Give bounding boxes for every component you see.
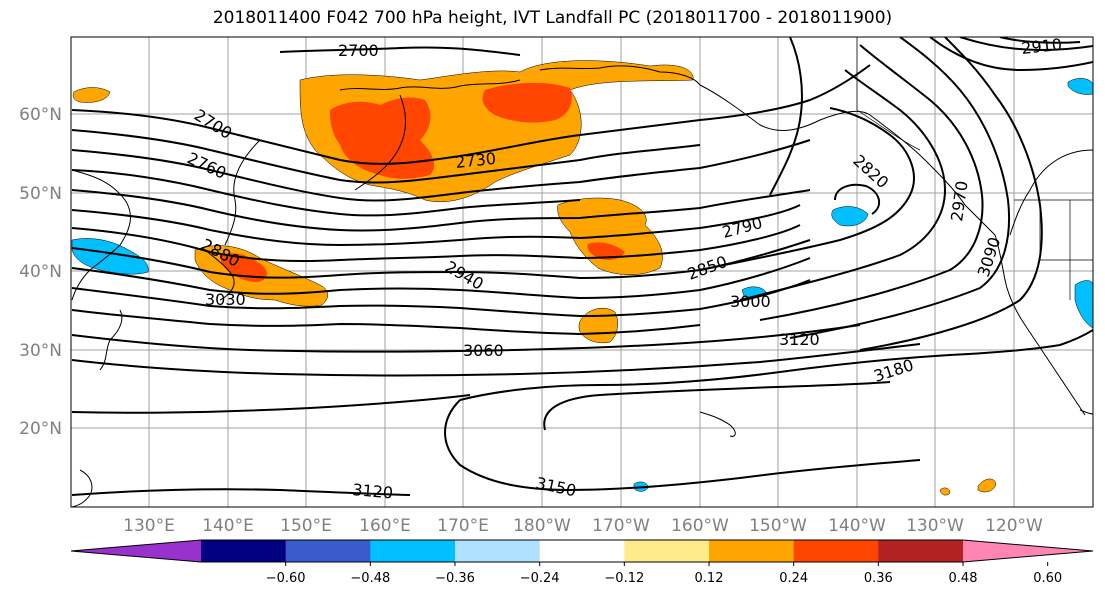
ivt-positive-south bbox=[578, 307, 618, 344]
colorbar-bin bbox=[285, 540, 371, 562]
colorbar-bin bbox=[624, 540, 710, 562]
contour-label: 2910 bbox=[1020, 35, 1062, 58]
contour-label: 3150 bbox=[534, 473, 578, 500]
colorbar-tick-label: 0.60 bbox=[1033, 571, 1062, 586]
lon-label: 170°E bbox=[437, 516, 489, 536]
map-frame bbox=[70, 36, 1094, 508]
colorbar-tick-label: −0.12 bbox=[604, 571, 644, 586]
contour-label: 3060 bbox=[463, 341, 504, 360]
latitude-labels: 60°N 50°N 40°N 30°N 20°N bbox=[19, 105, 62, 439]
colorbar-bin bbox=[709, 540, 795, 562]
ivt-negative-east bbox=[1074, 280, 1093, 329]
ivt-positive-nw-blob bbox=[72, 87, 111, 103]
colorbar-bin bbox=[793, 540, 879, 562]
contour-labels: 2700 2700 2760 2730 2880 3030 2940 2790 … bbox=[184, 35, 1063, 503]
contour-label: 2820 bbox=[849, 151, 892, 192]
colorbar-tick-label: 0.12 bbox=[695, 571, 724, 586]
lon-label: 160°E bbox=[359, 516, 411, 536]
colorbar-bin bbox=[370, 540, 456, 562]
lat-label: 60°N bbox=[19, 105, 62, 125]
ivt-negative-ne bbox=[1067, 78, 1093, 95]
colorbar: −0.60 −0.48 −0.36 −0.24 −0.12 0.12 0.24 0.36 0.4… bbox=[70, 539, 1094, 586]
lon-label: 150°E bbox=[280, 516, 332, 536]
lon-label: 150°W bbox=[749, 516, 807, 536]
ivt-positive-se-small bbox=[939, 487, 951, 496]
contour-label: 3030 bbox=[205, 290, 246, 309]
colorbar-tick-label: 0.24 bbox=[779, 571, 808, 586]
colorbar-tick-label: −0.36 bbox=[435, 571, 475, 586]
lat-label: 20°N bbox=[19, 419, 62, 439]
lat-label: 30°N bbox=[19, 341, 62, 361]
colorbar-tick-label: 0.48 bbox=[949, 571, 978, 586]
colorbar-tick-label: 0.36 bbox=[864, 571, 893, 586]
colorbar-outline bbox=[70, 539, 1094, 563]
colorbar-bin bbox=[539, 540, 625, 562]
lat-label: 50°N bbox=[19, 184, 62, 204]
contour-label: 2940 bbox=[442, 257, 487, 294]
colorbar-extend-high bbox=[963, 540, 1093, 562]
lon-label: 180°W bbox=[513, 516, 571, 536]
contour-label: 3090 bbox=[974, 235, 1005, 280]
lon-label: 140°W bbox=[828, 516, 886, 536]
contour-label: 2970 bbox=[947, 180, 971, 223]
contour-label: 3120 bbox=[352, 480, 394, 502]
contour-label: 3000 bbox=[730, 292, 771, 311]
colorbar-tick-label: −0.24 bbox=[520, 571, 560, 586]
colorbar-tick-label: −0.48 bbox=[350, 571, 390, 586]
lon-label: 140°E bbox=[202, 516, 254, 536]
map-title: 2018011400 F042 700 hPa height, IVT Land… bbox=[212, 8, 893, 28]
lon-label: 170°W bbox=[592, 516, 650, 536]
lon-label: 120°W bbox=[985, 516, 1043, 536]
ivt-negative-west bbox=[71, 238, 149, 275]
borders bbox=[856, 37, 1093, 300]
contour-label: 2700 bbox=[338, 41, 379, 60]
ivt-strong-central bbox=[587, 242, 625, 260]
lon-label: 130°E bbox=[123, 516, 175, 536]
longitude-labels: 130°E 140°E 150°E 160°E 170°E 180°W 170°… bbox=[123, 516, 1043, 536]
lon-label: 130°W bbox=[906, 516, 964, 536]
colorbar-bin bbox=[455, 540, 541, 562]
colorbar-tick-label: −0.60 bbox=[266, 571, 306, 586]
contour-label: 3120 bbox=[779, 330, 820, 349]
ivt-positive-se bbox=[977, 478, 997, 493]
ivt-strong-core-2 bbox=[482, 82, 572, 123]
lat-label: 40°N bbox=[19, 262, 62, 282]
colorbar-bin bbox=[201, 540, 287, 562]
contour-label: 2730 bbox=[454, 149, 496, 172]
contour-label: 2850 bbox=[685, 252, 730, 284]
coastlines bbox=[71, 65, 1093, 507]
lon-label: 160°W bbox=[671, 516, 729, 536]
ivt-strong-japan bbox=[220, 253, 267, 282]
height-contours bbox=[71, 37, 1093, 496]
ivt-negative-gulf bbox=[831, 206, 869, 227]
colorbar-bin bbox=[878, 540, 964, 562]
contour-label: 2790 bbox=[720, 213, 764, 242]
colorbar-extend-low bbox=[71, 540, 201, 562]
ivt-strong-core-1 bbox=[330, 97, 435, 179]
contour-label: 2700 bbox=[191, 105, 236, 143]
